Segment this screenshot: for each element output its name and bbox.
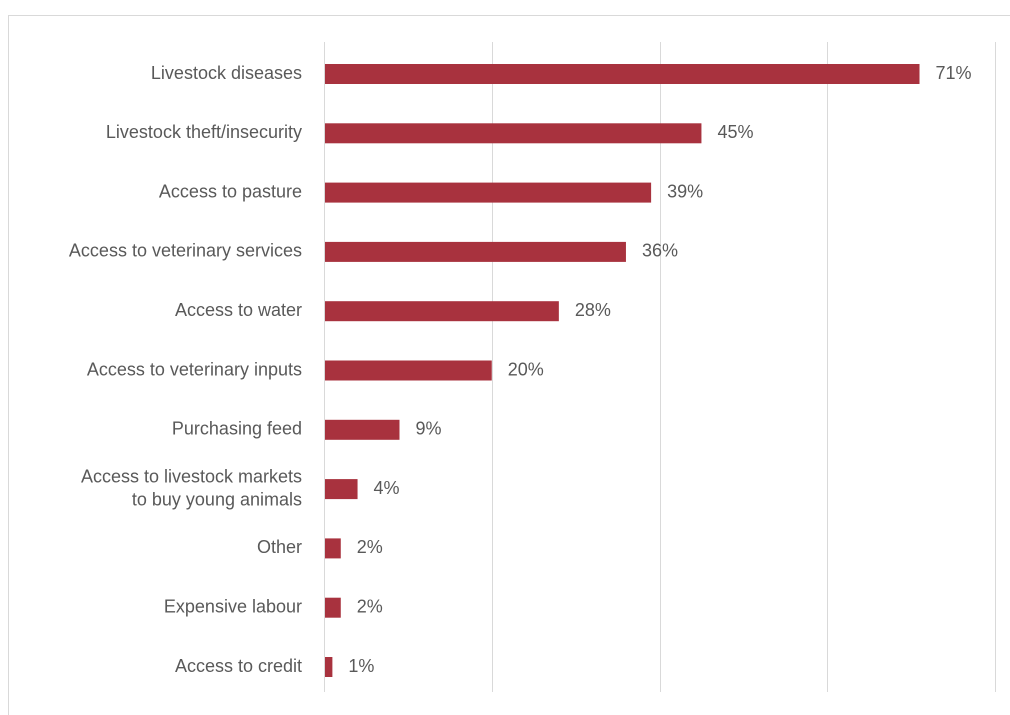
bar-2 bbox=[325, 182, 652, 203]
bar-6 bbox=[325, 419, 400, 440]
category-label-0: Livestock diseases bbox=[151, 63, 302, 83]
value-label-8: 2% bbox=[357, 537, 383, 557]
category-label-line: Access to veterinary services bbox=[69, 241, 302, 261]
value-label-4: 28% bbox=[575, 300, 611, 320]
bar-0 bbox=[325, 64, 920, 84]
value-label-0: 71% bbox=[936, 63, 972, 83]
bar-3 bbox=[325, 241, 626, 262]
bar-4 bbox=[325, 301, 559, 322]
bar-9 bbox=[325, 597, 341, 618]
value-label-3: 36% bbox=[642, 241, 678, 261]
category-label-5: Access to veterinary inputs bbox=[87, 359, 302, 379]
bar-8 bbox=[325, 538, 341, 559]
category-label-line: Expensive labour bbox=[164, 596, 302, 616]
value-label-10: 1% bbox=[348, 656, 374, 676]
category-label-line: Purchasing feed bbox=[172, 419, 302, 439]
category-label-line: Access to credit bbox=[175, 656, 302, 676]
category-label-line: Access to water bbox=[175, 300, 302, 320]
category-label-7: Access to livestock markets to buy young … bbox=[81, 466, 302, 509]
bar-10 bbox=[325, 657, 333, 677]
category-label-2: Access to pasture bbox=[159, 181, 302, 201]
value-label-6: 9% bbox=[415, 419, 441, 439]
value-label-2: 39% bbox=[667, 181, 703, 201]
value-label-7: 4% bbox=[374, 478, 400, 498]
category-label-9: Expensive labour bbox=[164, 596, 302, 616]
category-label-3: Access to veterinary services bbox=[69, 241, 302, 261]
bar-5 bbox=[325, 360, 492, 381]
value-label-5: 20% bbox=[508, 359, 544, 379]
category-label-line: Access to veterinary inputs bbox=[87, 359, 302, 379]
bar-1 bbox=[325, 123, 702, 144]
category-label-line: Livestock diseases bbox=[151, 63, 302, 83]
value-label-9: 2% bbox=[357, 596, 383, 616]
value-label-1: 45% bbox=[717, 122, 753, 142]
category-label-line: Livestock theft/insecurity bbox=[106, 122, 302, 142]
category-label-line: to buy young animals bbox=[132, 489, 302, 509]
chart-border bbox=[8, 15, 1010, 715]
category-label-6: Purchasing feed bbox=[172, 419, 302, 439]
category-label-line: Access to pasture bbox=[159, 181, 302, 201]
category-label-line: Access to livestock markets bbox=[81, 466, 302, 486]
category-label-line: Other bbox=[257, 537, 302, 557]
category-label-8: Other bbox=[257, 537, 302, 557]
category-label-4: Access to water bbox=[175, 300, 302, 320]
category-label-1: Livestock theft/insecurity bbox=[106, 122, 302, 142]
bar-7 bbox=[325, 479, 358, 500]
category-label-10: Access to credit bbox=[175, 656, 302, 676]
